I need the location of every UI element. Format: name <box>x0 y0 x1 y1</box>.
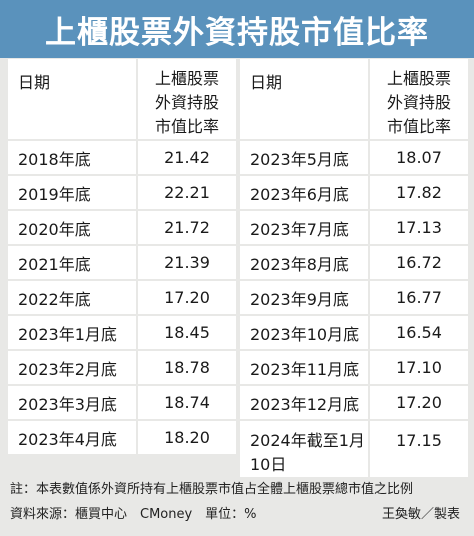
source-line: 資料來源：櫃買中心 CMoney 單位：% <box>10 507 257 522</box>
header-ratio-line3: 市值比率 <box>154 117 219 136</box>
value-cell: 18.20 <box>138 421 236 454</box>
date-cell: 2023年4月底 <box>8 421 136 454</box>
left-table: 日期 上櫃股票 外資持股 市值比率 2018年底 21.42 2019年底 22… <box>8 59 236 454</box>
right-table: 日期 上櫃股票 外資持股 市值比率 2023年5月底 18.07 2023年6月… <box>240 59 468 477</box>
header-ratio-line1: 上櫃股票 <box>386 69 451 88</box>
date-cell: 2022年底 <box>8 281 136 314</box>
date-cell: 2024年截至1月 10日 <box>240 421 368 477</box>
header-ratio: 上櫃股票 外資持股 市值比率 <box>138 59 236 139</box>
date-cell: 2023年12月底 <box>240 386 368 419</box>
date-cell: 2023年6月底 <box>240 176 368 209</box>
header-date: 日期 <box>240 59 368 139</box>
date-cell: 2023年9月底 <box>240 281 368 314</box>
date-cell: 2023年2月底 <box>8 351 136 384</box>
value-cell: 17.15 <box>370 421 468 477</box>
date-cell-line1: 2024年截至1月 <box>250 431 365 450</box>
date-cell: 2023年3月底 <box>8 386 136 419</box>
value-cell: 17.13 <box>370 211 468 244</box>
date-cell: 2021年底 <box>8 246 136 279</box>
date-cell: 2023年11月底 <box>240 351 368 384</box>
credit-line: 王奐敏／製表 <box>381 507 460 522</box>
value-cell: 21.72 <box>138 211 236 244</box>
value-cell: 21.42 <box>138 141 236 174</box>
value-cell: 17.10 <box>370 351 468 384</box>
value-cell: 21.39 <box>138 246 236 279</box>
value-cell: 17.20 <box>138 281 236 314</box>
date-cell: 2020年底 <box>8 211 136 244</box>
date-cell-line2: 10日 <box>250 455 287 474</box>
date-cell: 2023年10月底 <box>240 316 368 349</box>
footnote: 註：本表數值係外資所持有上櫃股票市值占全體上櫃股票總市值之比例 <box>10 482 414 497</box>
table-title: 上櫃股票外資持股市值比率 <box>0 0 474 58</box>
date-cell: 2023年7月底 <box>240 211 368 244</box>
value-cell: 17.20 <box>370 386 468 419</box>
header-ratio-line2: 外資持股 <box>154 93 219 112</box>
date-cell: 2019年底 <box>8 176 136 209</box>
value-cell: 17.82 <box>370 176 468 209</box>
date-cell: 2023年5月底 <box>240 141 368 174</box>
value-cell: 16.54 <box>370 316 468 349</box>
header-ratio-line3: 市值比率 <box>386 117 451 136</box>
value-cell: 16.77 <box>370 281 468 314</box>
header-ratio-line1: 上櫃股票 <box>154 69 219 88</box>
header-ratio: 上櫃股票 外資持股 市值比率 <box>370 59 468 139</box>
date-cell: 2018年底 <box>8 141 136 174</box>
header-ratio-line2: 外資持股 <box>386 93 451 112</box>
value-cell: 18.45 <box>138 316 236 349</box>
date-cell: 2023年8月底 <box>240 246 368 279</box>
date-cell: 2023年1月底 <box>8 316 136 349</box>
value-cell: 16.72 <box>370 246 468 279</box>
header-date: 日期 <box>8 59 136 139</box>
value-cell: 18.07 <box>370 141 468 174</box>
value-cell: 18.78 <box>138 351 236 384</box>
value-cell: 18.74 <box>138 386 236 419</box>
value-cell: 22.21 <box>138 176 236 209</box>
